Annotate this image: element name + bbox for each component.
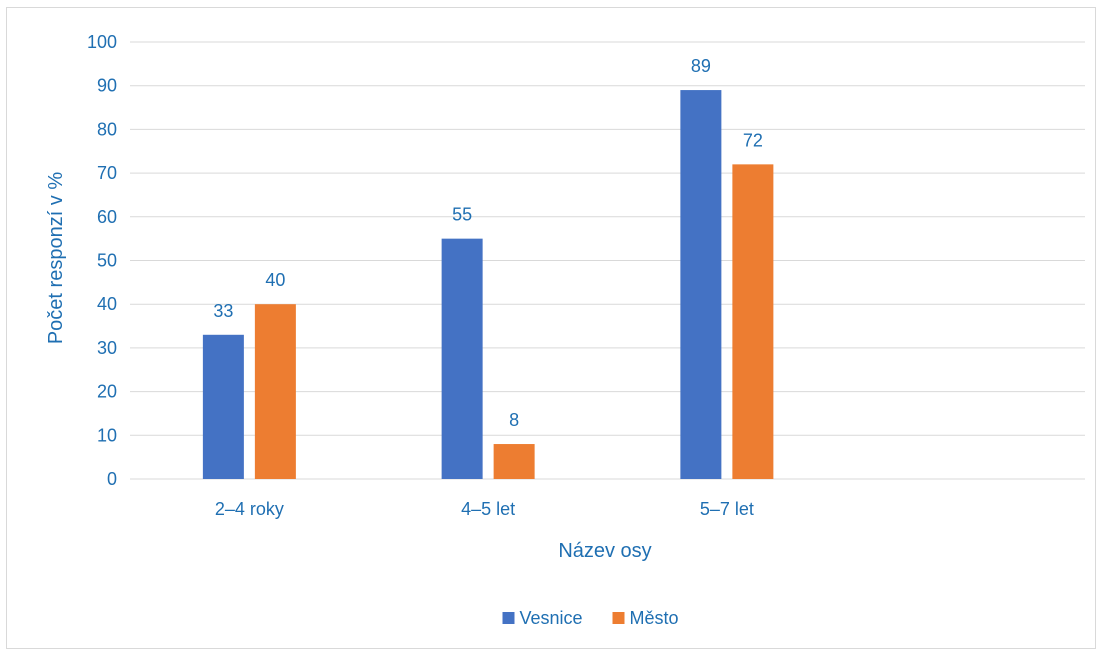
bars <box>202 90 774 480</box>
legend-label: Vesnice <box>520 608 583 628</box>
bar-vesnice <box>680 90 722 479</box>
x-tick-label: 2–4 roky <box>215 499 284 519</box>
y-tick-label: 90 <box>97 76 117 96</box>
y-tick-label: 70 <box>97 163 117 183</box>
data-label: 40 <box>265 270 285 290</box>
bar-vesnice <box>202 334 244 479</box>
data-label: 55 <box>452 205 472 225</box>
data-labels: 33 40 55 8 89 72 <box>213 56 763 430</box>
x-axis-title: Název osy <box>558 540 651 562</box>
legend-label: Město <box>630 608 679 628</box>
data-label: 33 <box>213 301 233 321</box>
bar-město <box>732 164 774 480</box>
y-tick-label: 10 <box>97 425 117 445</box>
data-label: 72 <box>743 130 763 150</box>
chart-area <box>6 7 1096 649</box>
x-tick-label: 4–5 let <box>461 499 515 519</box>
data-label: 89 <box>691 56 711 76</box>
data-label: 8 <box>509 410 519 430</box>
y-tick-label: 80 <box>97 119 117 139</box>
y-tick-label: 0 <box>107 469 117 489</box>
bar-město <box>254 304 296 479</box>
bar-město <box>493 444 535 479</box>
y-axis-ticks: 0 10 20 30 40 50 60 70 80 90 100 <box>87 32 117 489</box>
y-tick-label: 100 <box>87 32 117 52</box>
bar-vesnice <box>441 238 483 479</box>
y-tick-label: 30 <box>97 338 117 358</box>
x-axis-ticks: 2–4 roky 4–5 let 5–7 let <box>215 499 754 519</box>
legend-swatch <box>612 612 625 624</box>
y-tick-label: 60 <box>97 207 117 227</box>
y-tick-label: 50 <box>97 251 117 271</box>
y-axis-title: Počet responzí v % <box>45 172 67 345</box>
x-tick-label: 5–7 let <box>700 499 754 519</box>
y-tick-label: 40 <box>97 294 117 314</box>
legend-swatch <box>502 612 515 624</box>
legend: Vesnice Město <box>502 608 679 628</box>
y-tick-label: 20 <box>97 382 117 402</box>
